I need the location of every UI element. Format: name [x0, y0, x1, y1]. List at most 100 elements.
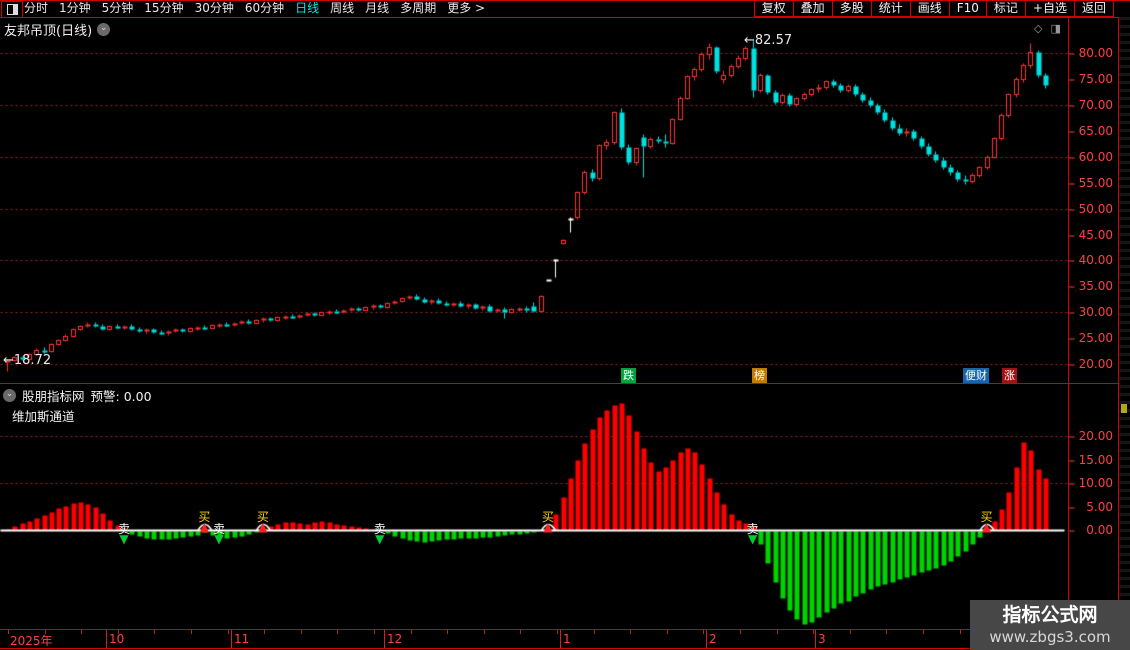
buy-marker: 买 ▲	[195, 511, 213, 533]
title-dropdown-icon[interactable]: ⌄	[97, 23, 111, 36]
split-glyph-icon	[6, 4, 18, 15]
strip-yellow-marker	[1121, 404, 1127, 413]
menu-item-0[interactable]: 分时	[24, 1, 49, 15]
toolbar-button-2[interactable]: 多股	[831, 0, 872, 17]
event-badge-2[interactable]: 便财	[963, 368, 989, 383]
menu-item-10[interactable]: 更多 >	[447, 1, 486, 15]
date-axis-label: 11	[234, 632, 250, 646]
date-axis-bottom-border	[0, 648, 1118, 649]
menu-item-2[interactable]: 5分钟	[101, 1, 134, 15]
buy-arrow-icon: ▲	[981, 520, 992, 534]
price-axis-label: 45.00	[1078, 227, 1113, 242]
minor-tick	[630, 630, 631, 634]
axis-border	[1068, 17, 1069, 649]
diamond-icon[interactable]: ◇	[1034, 22, 1043, 35]
price-axis-label: 65.00	[1078, 124, 1113, 139]
minor-tick	[374, 630, 375, 634]
minor-tick	[594, 630, 595, 634]
minor-tick	[8, 630, 9, 634]
watermark: 指标公式网 www.zbgs3.com	[970, 600, 1130, 650]
sell-marker: 卖 ▼	[115, 523, 133, 545]
period-menu: 分时 1分钟 5分钟 15分钟 30分钟 60分钟 日线 周线 月线 多周期 更多 >	[24, 0, 485, 17]
minor-tick	[813, 630, 814, 634]
price-axis-label: 80.00	[1078, 46, 1113, 61]
indicator-axis-label: 0.00	[1086, 523, 1113, 537]
price-axis-label: 20.00	[1078, 357, 1113, 371]
price-axis-label: 35.00	[1078, 279, 1113, 294]
sell-arrow-icon: ▼	[375, 532, 385, 546]
buy-marker: 买 ▲	[539, 511, 557, 533]
minor-tick	[154, 630, 155, 634]
minor-tick	[667, 630, 668, 634]
toolbar-button-3[interactable]: 统计	[870, 0, 911, 17]
buy-marker: 买 ▲	[978, 511, 996, 533]
minor-tick	[118, 630, 119, 634]
price-axis-label: 70.00	[1078, 98, 1113, 113]
date-axis-top-border	[0, 629, 1118, 630]
menu-item-6[interactable]: 日线	[295, 1, 320, 15]
minor-tick	[81, 630, 82, 634]
price-annotation: ←82.57	[744, 33, 793, 48]
watermark-title: 指标公式网	[1002, 604, 1098, 626]
toolbar-button-1[interactable]: 叠加	[792, 0, 833, 17]
menu-item-3[interactable]: 15分钟	[144, 1, 184, 15]
toolbar-button-6[interactable]: 标记	[985, 0, 1026, 17]
date-axis-label: 12	[387, 632, 403, 646]
minor-tick	[923, 630, 924, 634]
toolbar-button-4[interactable]: 画线	[909, 0, 950, 17]
event-badge-3[interactable]: 涨	[1002, 368, 1017, 383]
menu-item-7[interactable]: 周线	[330, 1, 355, 15]
indicator-axis-label: 5.00	[1086, 499, 1113, 514]
buy-label: 买	[256, 510, 269, 524]
minor-tick	[447, 630, 448, 634]
toolbar-button-8[interactable]: 返回	[1073, 0, 1114, 17]
watermark-url: www.zbgs3.com	[989, 628, 1111, 646]
sell-marker: 卖 ▼	[210, 523, 228, 545]
minor-tick	[703, 630, 704, 634]
indicator-axis-label: 20.00	[1078, 429, 1113, 443]
minor-tick	[228, 630, 229, 634]
minor-tick	[337, 630, 338, 634]
toolbar-menu: 复权 叠加 多股 统计 画线 F10 标记 +自选 返回	[753, 0, 1114, 17]
window-split-icon[interactable]	[1, 1, 23, 18]
sell-label: 卖	[117, 522, 130, 536]
menu-item-8[interactable]: 月线	[365, 1, 390, 15]
event-badge-0[interactable]: 跌	[621, 368, 636, 383]
chart-title-row: 友邦吊顶(日线) ⌄	[4, 20, 111, 39]
buy-arrow-icon: ▲	[543, 520, 553, 534]
right-mini-strip[interactable]	[1119, 17, 1130, 650]
menu-item-4[interactable]: 30分钟	[194, 1, 234, 15]
menu-item-9[interactable]: 多周期	[400, 1, 437, 15]
minor-tick	[411, 630, 412, 634]
minor-tick	[301, 630, 302, 634]
indicator-collapse-icon[interactable]: ⌄	[3, 389, 16, 402]
minor-tick	[960, 630, 961, 634]
month-tick	[706, 630, 707, 648]
indicator-alert-label: 预警: 0.00	[90, 389, 152, 404]
buy-arrow-icon: ▲	[199, 520, 209, 534]
price-axis-label: 30.00	[1078, 305, 1113, 320]
event-badge-1[interactable]: 榜	[752, 368, 767, 383]
date-axis-label: 10	[109, 632, 125, 646]
indicator-axis-label: 15.00	[1078, 452, 1113, 467]
month-tick	[815, 630, 816, 648]
menu-item-1[interactable]: 1分钟	[59, 1, 91, 15]
sell-arrow-icon: ▼	[119, 532, 129, 546]
menu-separator	[0, 17, 1130, 18]
date-axis-label: 3	[818, 632, 826, 646]
toolbar-button-0[interactable]: 复权	[753, 0, 794, 17]
toolbar-button-7[interactable]: +自选	[1024, 0, 1075, 17]
month-tick	[560, 630, 561, 648]
price-axis-label: 55.00	[1078, 175, 1113, 190]
buy-label: 买	[198, 510, 211, 524]
sell-label: 卖	[212, 522, 225, 536]
date-axis-label: 1	[563, 632, 571, 646]
sell-label: 卖	[746, 522, 759, 536]
minor-tick	[777, 630, 778, 634]
menu-item-5[interactable]: 60分钟	[244, 1, 285, 15]
toolbar-button-5[interactable]: F10	[948, 0, 987, 17]
month-tick	[106, 630, 107, 648]
layout-icon[interactable]: ◨	[1050, 22, 1061, 35]
